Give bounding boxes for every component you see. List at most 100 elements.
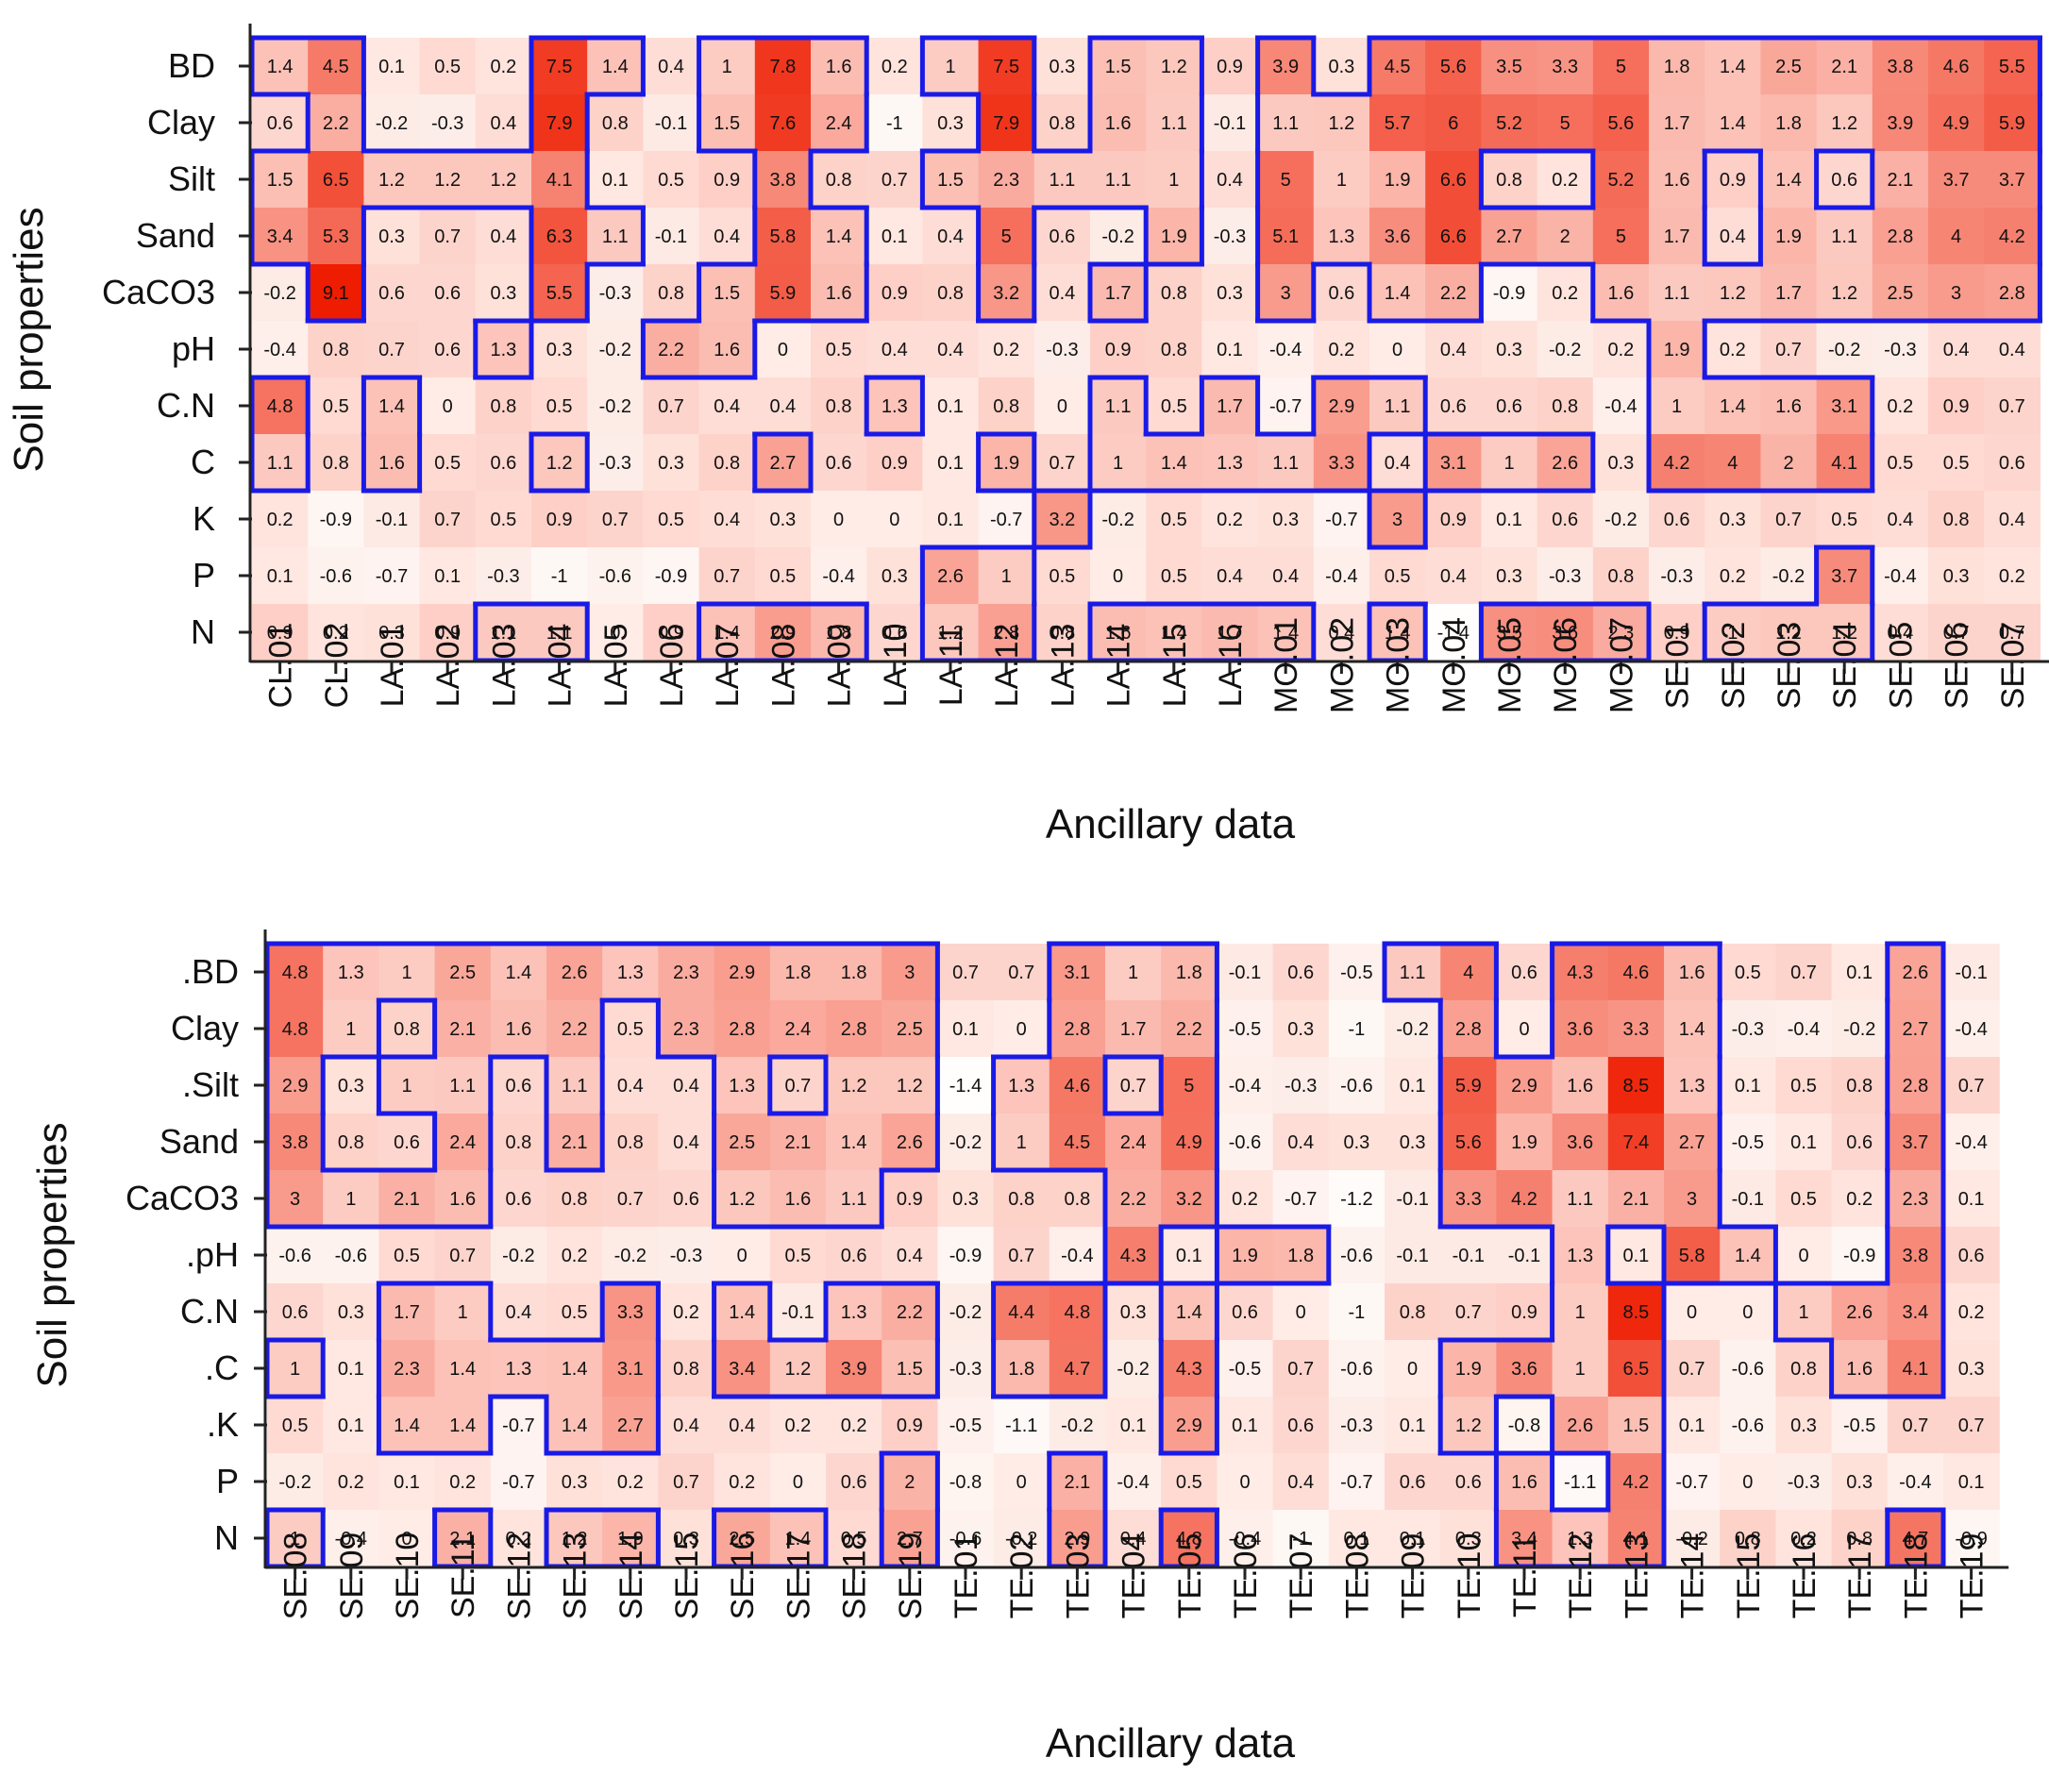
- cell-value-label: 0.5: [1735, 963, 1761, 983]
- heatmap-cell: [1481, 151, 1538, 209]
- cell-value-label: 1.4: [1720, 57, 1746, 77]
- cell-value-label: 0.6: [267, 113, 294, 134]
- heatmap-cell: [1775, 1283, 1833, 1341]
- column-label: TE.05: [1172, 1533, 1208, 1619]
- cell-value-label: 0.6: [1511, 963, 1537, 983]
- heatmap-cell: [1105, 1227, 1162, 1284]
- heatmap-cell: [1369, 547, 1426, 605]
- heatmap-cell: [811, 151, 867, 209]
- heatmap-cell: [1816, 94, 1873, 152]
- heatmap-cell: [1313, 377, 1370, 435]
- column-label: MO.07: [1604, 617, 1639, 713]
- heatmap-cell: [546, 1510, 603, 1567]
- cell-value-label: 0.6: [1287, 1415, 1314, 1436]
- cell-value-label: 0.3: [937, 113, 964, 134]
- cell-value-label: 0.1: [1176, 1246, 1202, 1266]
- heatmap-cell: [475, 604, 532, 662]
- heatmap-cell: [419, 151, 477, 209]
- row-label: .BD: [182, 952, 239, 991]
- cell-value-label: 1.4: [449, 1359, 476, 1380]
- cell-value-label: 2.9: [1176, 1415, 1202, 1436]
- cell-value-label: -0.2: [1604, 510, 1637, 530]
- heatmap-cell: [1440, 1000, 1497, 1058]
- heatmap-cell: [1664, 944, 1721, 1001]
- row-label: Clay: [171, 1009, 239, 1047]
- heatmap-cell: [1928, 491, 1985, 548]
- heatmap-cell: [1328, 1283, 1386, 1341]
- heatmap-cell: [1496, 1283, 1554, 1341]
- heatmap-cell: [1607, 1114, 1665, 1171]
- heatmap-cell: [1161, 1510, 1218, 1567]
- column-labels: CL.01 CL.02 LA.01 LA.02 LA.03 LA.04 LA.05 LA.06…: [263, 617, 2031, 713]
- heatmap-cell: [866, 208, 923, 265]
- cell-value-label: 0.3: [1790, 1415, 1817, 1436]
- heatmap-cell: [1272, 1057, 1330, 1114]
- heatmap-cell: [475, 377, 532, 435]
- heatmap-cell: [419, 208, 477, 265]
- cell-value-label: 0.1: [1622, 1246, 1649, 1266]
- cell-value-label: -0.1: [781, 1302, 814, 1323]
- cell-value-label: 3.3: [617, 1302, 644, 1323]
- heatmap-cell: [490, 1397, 547, 1454]
- heatmap-cell: [1481, 94, 1538, 152]
- cell-value-label: -0.7: [502, 1472, 534, 1493]
- cell-value-label: -0.5: [1340, 963, 1372, 983]
- heatmap-cell: [1537, 38, 1594, 95]
- heatmap-cell: [714, 1114, 771, 1171]
- cell-value-label: 2.8: [1064, 1019, 1090, 1040]
- cell-value-label: 0.8: [826, 396, 852, 417]
- heatmap-cell: [1720, 1227, 1776, 1284]
- heatmap-cell: [826, 1283, 882, 1341]
- cell-value-label: 1: [1575, 1302, 1586, 1323]
- heatmap-cell: [1872, 151, 1929, 209]
- heatmap-cell: [658, 1397, 715, 1454]
- heatmap-cell: [267, 1227, 324, 1284]
- heatmap-cell: [1049, 1057, 1106, 1114]
- heatmap-cell: [434, 1000, 492, 1058]
- heatmap-cell: [1943, 1283, 2000, 1341]
- heatmap-cell: [866, 264, 923, 322]
- column-label: LA.01: [375, 624, 411, 708]
- cell-value-label: 0.9: [1511, 1302, 1537, 1323]
- heatmap-cell: [993, 1227, 1050, 1284]
- cell-value-label: 1.9: [1775, 226, 1802, 247]
- heatmap-cell: [922, 151, 980, 209]
- cell-value-label: 4: [1951, 226, 1961, 247]
- cell-value-label: 0.3: [1272, 510, 1299, 530]
- cell-value-label: 0.1: [1343, 1529, 1369, 1549]
- cell-value-label: 2.9: [769, 623, 796, 644]
- heatmap-cell: [1425, 94, 1482, 152]
- cell-value-label: 0.6: [1455, 1472, 1482, 1493]
- heatmap-cell: [811, 377, 867, 435]
- cell-value-label: 1.6: [1511, 1472, 1537, 1493]
- heatmap-cell: [267, 1170, 324, 1228]
- cell-value-label: 0.2: [1232, 1189, 1258, 1210]
- cell-value-label: 8.5: [1622, 1302, 1649, 1323]
- cell-value-label: -0.9: [1493, 283, 1525, 304]
- column-label: TE.15: [1731, 1533, 1767, 1619]
- heatmap-cell: [434, 944, 492, 1001]
- cell-value-label: 0.8: [338, 1132, 364, 1153]
- cell-value-label: 2: [904, 1472, 915, 1493]
- cell-value-label: 1.5: [1105, 57, 1132, 77]
- cell-value-label: 2.5: [1887, 283, 1913, 304]
- heatmap-cell: [811, 604, 867, 662]
- cell-value-label: 1.3: [841, 1302, 867, 1323]
- cell-value-label: 0.2: [1607, 340, 1634, 360]
- heatmap-cell: [1720, 1510, 1776, 1567]
- heatmap-cell: [1201, 491, 1259, 548]
- heatmap-cell: [1313, 38, 1370, 95]
- heatmap-cell: [993, 1510, 1050, 1567]
- heatmap-cell: [252, 434, 309, 492]
- cell-value-label: 0.4: [617, 1076, 644, 1097]
- cell-value-label: 0.4: [1440, 566, 1467, 587]
- heatmap-cell: [475, 151, 532, 209]
- cell-value-label: 2.5: [897, 1019, 923, 1040]
- cell-value-label: 0.6: [1831, 170, 1857, 191]
- column-label: LA.04: [543, 624, 579, 708]
- heatmap-cell: [1161, 1170, 1218, 1228]
- cell-value-label: 1.9: [1511, 1132, 1537, 1153]
- heatmap-cell: [714, 1510, 771, 1567]
- cell-value-label: 1.7: [1217, 396, 1243, 417]
- column-label: TE.16: [1787, 1533, 1822, 1619]
